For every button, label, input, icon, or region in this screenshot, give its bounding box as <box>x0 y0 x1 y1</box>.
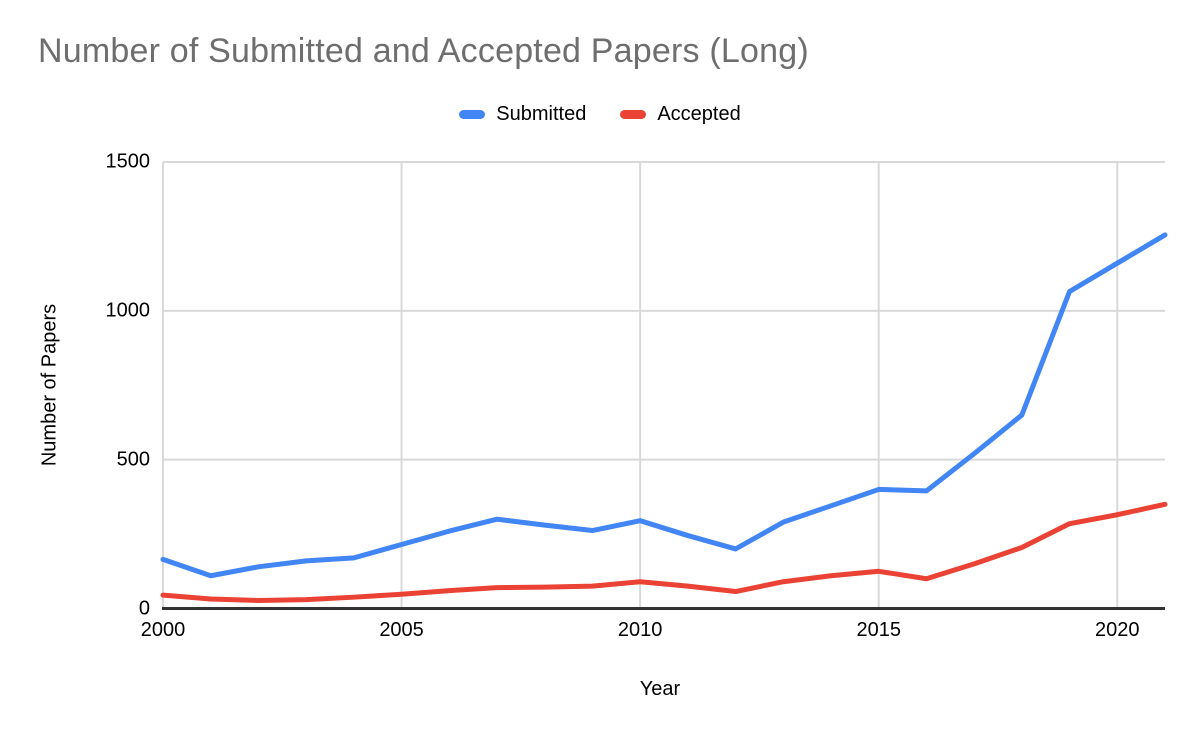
legend: Submitted Accepted <box>0 102 1200 126</box>
y-tick-label: 1500 <box>105 150 151 173</box>
legend-swatch-accepted-icon <box>620 109 647 119</box>
x-tick-label: 2005 <box>379 619 424 641</box>
legend-label-submitted: Submitted <box>496 103 587 125</box>
legend-label-accepted: Accepted <box>657 103 741 125</box>
chart-title: Number of Submitted and Accepted Papers … <box>38 32 809 70</box>
x-tick-label: 2020 <box>1095 619 1140 641</box>
x-axis-title: Year <box>639 678 681 700</box>
x-tick-label: 2010 <box>617 619 663 641</box>
x-tick-label: 2000 <box>140 619 186 641</box>
y-tick-label: 0 <box>138 597 150 619</box>
series-line-accepted <box>160 501 1168 603</box>
x-tick-label: 2015 <box>856 619 901 641</box>
legend-item-submitted: Submitted <box>459 102 586 126</box>
y-tick-label: 1000 <box>105 299 151 322</box>
y-axis-title: Number of Papers <box>38 303 61 467</box>
series-line-submitted <box>160 232 1168 579</box>
y-tick-label: 500 <box>116 448 150 471</box>
legend-swatch-submitted-icon <box>459 109 486 119</box>
legend-item-accepted: Accepted <box>620 102 741 126</box>
